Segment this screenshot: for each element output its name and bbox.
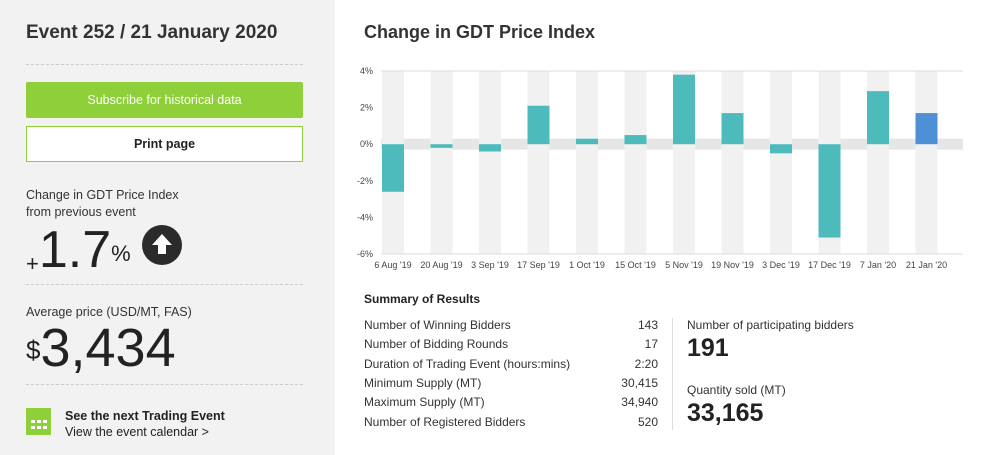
next-event-title: See the next Trading Event [65,409,225,423]
bar [382,144,404,192]
bar [479,144,501,152]
x-tick-label: 15 Oct '19 [615,260,656,270]
summary-row-value: 143 [637,318,658,332]
divider [26,284,303,285]
x-tick-label: 20 Aug '19 [420,260,462,270]
summary-row: Maximum Supply (MT) 34,940 [364,395,658,409]
calendar-icon [26,408,51,435]
x-tick-label: 21 Jan '20 [906,260,947,270]
change-number: 1.7 [38,221,112,279]
x-tick-label: 1 Oct '19 [569,260,605,270]
x-tick-label: 3 Dec '19 [762,260,800,270]
column-band [915,71,938,254]
summary-row-value: 30,415 [621,375,658,390]
summary-row-label: Number of Bidding Rounds [364,337,509,352]
avg-price-value: $3,434 [26,321,176,375]
column-band [576,71,598,254]
summary-row-label: Maximum Supply (MT) [364,395,485,410]
x-tick-label: 17 Sep '19 [517,260,560,270]
y-tick-label: -6% [357,249,373,259]
avg-number: 3,434 [40,318,176,378]
column-band [721,71,744,254]
x-tick-label: 3 Sep '19 [471,260,509,270]
bar [818,144,841,238]
column-band [479,71,501,254]
bar [527,105,550,145]
summary-row: Duration of Trading Event (hours:mins) 2:… [364,357,658,371]
subscribe-button[interactable]: Subscribe for historical data [26,82,303,118]
bar [915,113,938,145]
summary-row-value: 17 [644,337,658,352]
x-tick-label: 19 Nov '19 [711,260,754,270]
x-tick-label: 7 Jan '20 [860,260,896,270]
participating-value: 191 [687,334,729,362]
event-calendar-link[interactable]: View the event calendar > [65,425,209,439]
summary-row-value: 2:20 [634,356,658,371]
chart-title: Change in GDT Price Index [364,22,596,42]
bar [867,91,889,145]
y-tick-label: 4% [360,66,373,76]
change-label: Change in GDT Price Index from previous e… [26,187,179,221]
arrow-up-icon [142,225,182,265]
summary-row: Minimum Supply (MT) 30,415 [364,376,658,390]
event-sidebar: Event 252 / 21 January 2020 Subscribe fo… [0,0,335,455]
y-tick-label: 0% [360,139,373,149]
x-tick-label: 6 Aug '19 [374,260,411,270]
summary-row: Number of Registered Bidders 520 [364,415,658,429]
y-tick-label: 2% [360,103,373,113]
sold-label: Quantity sold (MT) [687,383,786,397]
summary-row-value: 34,940 [621,395,658,410]
divider [672,318,673,430]
change-sign: + [26,251,39,276]
column-band [527,71,550,254]
summary-row-value: 520 [637,414,658,429]
column-band [624,71,647,254]
bar [576,138,598,145]
summary-row: Number of Winning Bidders 143 [364,318,658,332]
participating-label: Number of participating bidders [687,318,854,332]
divider [26,384,303,385]
print-button[interactable]: Print page [26,126,303,162]
y-tick-label: -2% [357,176,373,186]
bar [624,135,647,145]
summary-row-label: Minimum Supply (MT) [364,375,482,390]
bar [430,144,453,148]
change-label-line1: Change in GDT Price Index [26,188,179,202]
avg-price-label: Average price (USD/MT, FAS) [26,305,192,319]
column-band [770,71,792,254]
column-band [430,71,453,254]
change-unit: % [111,241,131,266]
change-value: +1.7% [26,224,131,276]
y-tick-label: -4% [357,212,373,222]
summary-row: Number of Bidding Rounds 17 [364,337,658,351]
sold-value: 33,165 [687,399,764,427]
change-label-line2: from previous event [26,205,136,219]
zero-band [381,138,963,150]
bar-chart: 4% 2% 0% -2% -4% -6%6 Aug '19 20 Aug '19 3 Sep … [357,66,963,270]
x-tick-label: 5 Nov '19 [665,260,703,270]
summary-row-label: Duration of Trading Event (hours:mins) [364,356,571,371]
divider [26,64,303,65]
x-tick-label: 17 Dec '19 [808,260,851,270]
bar [770,144,792,154]
currency: $ [26,335,41,365]
event-title: Event 252 / 21 January 2020 [26,22,278,43]
summary-title: Summary of Results [364,292,481,306]
bar [721,113,744,145]
bar [673,74,695,145]
summary-row-label: Number of Registered Bidders [364,414,526,429]
summary-row-label: Number of Winning Bidders [364,318,511,332]
